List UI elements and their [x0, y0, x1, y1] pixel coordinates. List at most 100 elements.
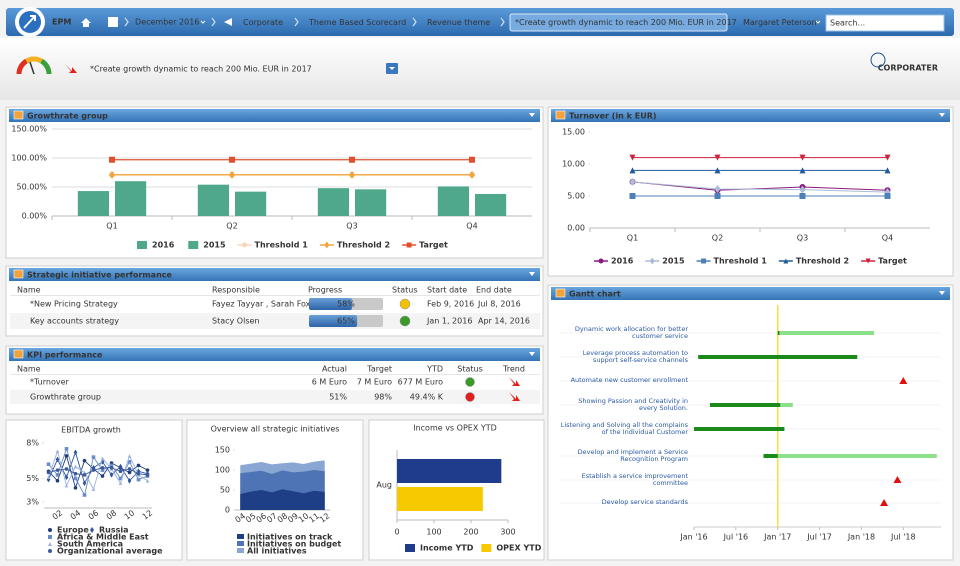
- task-label-wrap: Automate new customer enrollment: [560, 371, 688, 391]
- cell-ytd: 49.4% K: [410, 393, 444, 402]
- x-tick-label: Jan '18: [847, 533, 875, 542]
- y-tick-label: 100.00%: [11, 154, 47, 163]
- point: [109, 472, 114, 478]
- point: [629, 154, 636, 161]
- table-row[interactable]: [10, 375, 540, 389]
- point: [82, 473, 87, 477]
- point: [91, 455, 96, 459]
- panel-menu[interactable]: [529, 113, 535, 117]
- legend-marker: [48, 542, 52, 546]
- separator: [124, 17, 129, 27]
- x-tick-label: Q1: [627, 234, 638, 243]
- y-tick-label: 50.00%: [16, 183, 47, 192]
- cell-start-date: Jan 1, 2016: [426, 317, 472, 326]
- panel-menu[interactable]: [529, 272, 535, 276]
- legend-marker: [783, 258, 789, 264]
- status-indicator: [465, 392, 475, 402]
- task-label: Showing Passion and Creativity in every …: [578, 396, 688, 412]
- legend-marker: [48, 549, 52, 553]
- point: [145, 468, 150, 472]
- cell-target: 7 M Euro: [357, 378, 392, 387]
- cell-actual: 51%: [329, 393, 347, 402]
- point: [145, 473, 150, 477]
- panel-header: [551, 287, 950, 300]
- point: [714, 193, 721, 199]
- column-header: Progress: [308, 286, 342, 295]
- point: [100, 456, 105, 461]
- y-tick-label: 100: [215, 466, 230, 475]
- legend-swatch: [405, 544, 415, 552]
- milestone: [899, 377, 908, 384]
- x-tick-label: Jan '17: [763, 533, 791, 542]
- gauge-needle: [29, 61, 35, 75]
- point: [73, 464, 78, 469]
- task-label-wrap: Showing Passion and Creativity in every …: [560, 395, 688, 415]
- period-selector[interactable]: December 2016: [135, 18, 199, 27]
- cell-target: 98%: [374, 393, 392, 402]
- x-tick-label: 200: [463, 528, 478, 537]
- chart-title: EBITDA growth: [61, 426, 121, 435]
- task-label: Develop and implement a Service Recognit…: [577, 447, 688, 463]
- panel: [5, 106, 544, 259]
- panel-menu[interactable]: [939, 291, 945, 295]
- app-name[interactable]: EPM: [52, 18, 71, 27]
- panel-menu[interactable]: [939, 113, 945, 117]
- panel-title: Growthrate group: [27, 112, 108, 121]
- search-box[interactable]: [825, 14, 945, 32]
- page-header: [0, 38, 960, 100]
- search-placeholder[interactable]: Search...: [830, 19, 865, 28]
- y-tick-label: 15.00: [562, 128, 585, 137]
- cell-start-date: Feb 9, 2016: [427, 300, 474, 309]
- company-logo: CORPORATER: [878, 64, 938, 73]
- legend-label: Threshold 2: [796, 257, 849, 266]
- task-label-wrap: Dynamic work allocation for better custo…: [560, 323, 688, 343]
- task-done: [709, 403, 781, 407]
- point: [100, 459, 105, 465]
- point: [55, 468, 60, 472]
- panel: [547, 106, 954, 277]
- breadcrumb[interactable]: Revenue theme: [427, 18, 490, 27]
- dropdown-caret[interactable]: [815, 20, 821, 24]
- point: [82, 480, 87, 486]
- y-tick-label: Aug: [376, 481, 392, 490]
- gauge-segment: [16, 58, 28, 75]
- point: [64, 454, 69, 458]
- legend-label: Threshold 2: [337, 241, 390, 250]
- legend-marker: [48, 535, 52, 539]
- point: [349, 170, 355, 179]
- y-tick-label: 150: [215, 446, 230, 455]
- legend-label: Organizational average: [57, 547, 163, 556]
- point: [100, 474, 105, 478]
- column-header: Name: [17, 286, 41, 295]
- point: [118, 463, 123, 470]
- task-done: [763, 454, 778, 458]
- table-row[interactable]: [10, 390, 540, 404]
- milestone: [880, 499, 889, 506]
- legend-label: 2015: [203, 241, 226, 250]
- point: [229, 170, 235, 179]
- x-tick-label: 100: [426, 528, 441, 537]
- point: [629, 177, 636, 186]
- breadcrumb[interactable]: Corporate: [243, 18, 283, 27]
- calendar-icon[interactable]: [108, 17, 118, 27]
- point: [91, 487, 96, 491]
- x-tick-label: Q3: [797, 234, 808, 243]
- cell-name: Key accounts strategy: [30, 317, 119, 326]
- breadcrumb[interactable]: *Create growth dynamic to reach 200 Mio.…: [515, 18, 737, 27]
- task-label: Automate new customer enrollment: [570, 376, 688, 385]
- point: [73, 471, 78, 476]
- dropdown-caret[interactable]: [200, 20, 206, 24]
- point: [884, 154, 891, 161]
- home-icon[interactable]: [81, 18, 91, 27]
- point: [884, 167, 891, 174]
- legend-label: OPEX YTD: [496, 544, 541, 553]
- cell-end-date: Apr 14, 2016: [478, 317, 530, 326]
- x-tick-label: 300: [500, 528, 515, 537]
- point: [799, 167, 806, 174]
- breadcrumb[interactable]: Theme Based Scorecard: [308, 18, 406, 27]
- panel-menu[interactable]: [529, 352, 535, 356]
- point: [799, 185, 806, 194]
- user-menu[interactable]: Margaret Peterson: [743, 18, 817, 27]
- point: [64, 467, 69, 471]
